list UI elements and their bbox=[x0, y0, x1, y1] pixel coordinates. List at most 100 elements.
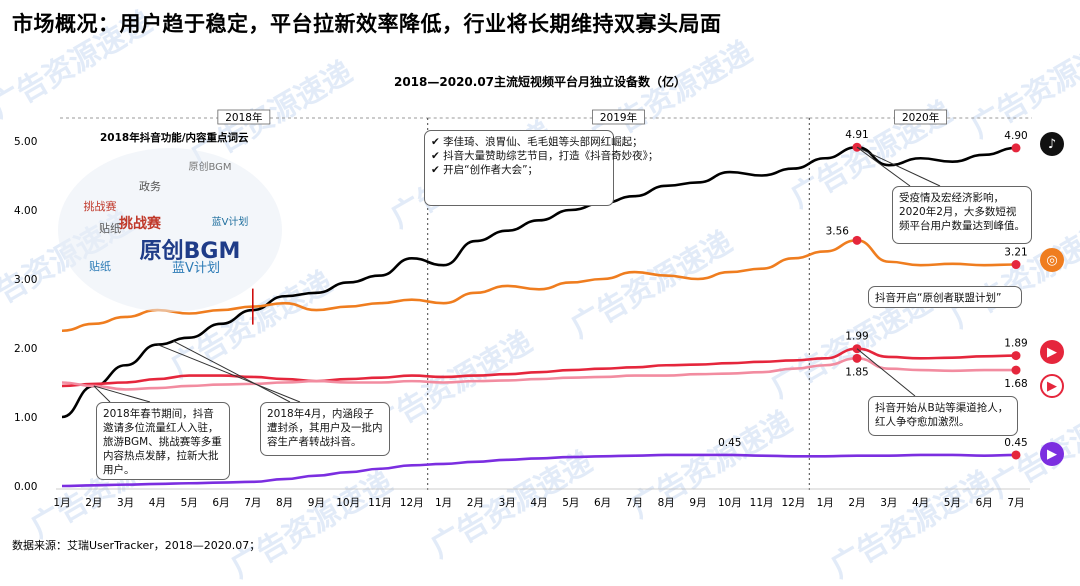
x-tick-label: 5月 bbox=[562, 497, 579, 509]
haokan-icon: ▶ bbox=[1040, 442, 1064, 466]
annotation-original-alliance: 抖音开启“原创者联盟计划” bbox=[868, 286, 1022, 308]
year-band-box bbox=[894, 109, 947, 125]
x-tick-label: 2月 bbox=[85, 497, 102, 509]
y-tick-label: 3.00 bbox=[14, 274, 37, 286]
x-tick-label: 6月 bbox=[212, 497, 229, 509]
x-tick-label: 10月 bbox=[336, 497, 360, 509]
x-tick-label: 1月 bbox=[817, 497, 834, 509]
x-tick-label: 12月 bbox=[400, 497, 424, 509]
data-label: 1.99 bbox=[845, 331, 868, 343]
year-band-box bbox=[592, 109, 645, 125]
word-cloud-word: 原创BGM bbox=[140, 239, 241, 264]
data-label: 4.91 bbox=[845, 129, 868, 141]
annotation-pointer bbox=[157, 344, 301, 403]
word-cloud-word: 贴纸 bbox=[99, 221, 121, 235]
x-tick-label: 7月 bbox=[244, 497, 261, 509]
annotation-neihan: 2018年4月，内涵段子遭封杀，其用户及一批内容生产者转战抖音。 bbox=[260, 402, 390, 456]
x-tick-label: 10月 bbox=[718, 497, 742, 509]
x-tick-label: 9月 bbox=[689, 497, 706, 509]
annotation-pointer bbox=[856, 146, 941, 187]
x-tick-label: 7月 bbox=[1007, 497, 1024, 509]
annotation-item: ✔ 抖音大量赞助综艺节目，打造《抖音奇妙夜》； bbox=[431, 150, 659, 162]
data-label: 3.21 bbox=[1004, 247, 1027, 259]
x-tick-label: 4月 bbox=[149, 497, 166, 509]
annotation-pointer bbox=[93, 385, 151, 403]
x-tick-label: 3月 bbox=[499, 497, 516, 509]
data-point-marker bbox=[852, 235, 862, 245]
y-tick-label: 4.00 bbox=[14, 205, 37, 217]
data-label: 1.68 bbox=[1004, 378, 1027, 390]
x-tick-label: 6月 bbox=[594, 497, 611, 509]
y-tick-label: 2.00 bbox=[14, 343, 37, 355]
series-line-4 bbox=[61, 453, 1017, 488]
page-title: 市场概况：用户趋于稳定，平台拉新效率降低，行业将长期维持双寡头局面 bbox=[12, 12, 722, 36]
x-tick-label: 4月 bbox=[912, 497, 929, 509]
data-point-marker bbox=[852, 353, 862, 363]
x-tick-label: 12月 bbox=[781, 497, 805, 509]
x-tick-label: 4月 bbox=[530, 497, 547, 509]
x-tick-label: 5月 bbox=[181, 497, 198, 509]
word-cloud-backdrop bbox=[58, 148, 282, 312]
word-cloud-word: 挑战赛 bbox=[84, 199, 117, 213]
data-point-marker bbox=[1011, 260, 1021, 270]
x-tick-label: 5月 bbox=[944, 497, 961, 509]
x-tick-label: 8月 bbox=[276, 497, 293, 509]
data-point-marker bbox=[1011, 351, 1021, 361]
word-cloud-word: 蓝V计划 bbox=[172, 261, 220, 276]
series-line-2 bbox=[61, 347, 1017, 388]
year-band-box bbox=[217, 109, 271, 125]
data-label: 1.85 bbox=[845, 366, 868, 378]
x-tick-label: 1月 bbox=[435, 497, 452, 509]
x-tick-label: 6月 bbox=[976, 497, 993, 509]
annotation-text: 抖音开始从B站等渠道抢人，红人争夺愈加激烈。 bbox=[875, 402, 1009, 428]
data-source: 数据来源：艾瑞UserTracker，2018—2020.07； bbox=[12, 539, 261, 552]
x-tick-label: 7月 bbox=[626, 497, 643, 509]
year-label: 2018年 bbox=[225, 111, 262, 124]
data-point-marker bbox=[1011, 365, 1021, 375]
annotation-text: 2018年春节期间，抖音邀请多位流量红人入驻，旅游BGM、挑战赛等多重内容热点发… bbox=[103, 408, 222, 476]
line-chart: 2018—2020.07主流短视频平台月独立设备数（亿） 0.00 1.00 2.00… bbox=[14, 74, 1032, 509]
x-tick-label: 3月 bbox=[117, 497, 134, 509]
kuaishou-icon: ◎ bbox=[1040, 248, 1064, 272]
annotation-bilibili: 抖音开始从B站等渠道抢人，红人争夺愈加激烈。 bbox=[868, 396, 1018, 436]
y-tick-label: 5.00 bbox=[14, 136, 37, 148]
data-point-marker bbox=[1011, 450, 1021, 460]
data-point-marker bbox=[1011, 143, 1021, 153]
year-label: 2019年 bbox=[600, 111, 637, 124]
x-tick-label: 2月 bbox=[467, 497, 484, 509]
annotation-item: ✔ 开启“创作者大会”； bbox=[431, 164, 539, 176]
word-cloud-word: 政务 bbox=[139, 179, 161, 193]
data-label: 0.45 bbox=[1004, 437, 1027, 449]
word-cloud-word: 挑战赛 bbox=[119, 215, 162, 232]
annotation-text: 2018年4月，内涵段子遭封杀，其用户及一批内容生产者转战抖音。 bbox=[267, 408, 383, 448]
annotation-covid: 受疫情及宏经济影响，2020年2月，大多数短视频平台用户数量达到峰值。 bbox=[892, 186, 1032, 244]
chart-title: 2018—2020.07主流短视频平台月独立设备数（亿） bbox=[394, 74, 686, 89]
annotation-pointer bbox=[856, 146, 911, 187]
huoshan-icon: ▶ bbox=[1040, 374, 1064, 398]
y-tick-label: 0.00 bbox=[14, 481, 37, 493]
annotation-pointer bbox=[856, 348, 916, 397]
annotation-2019-events: ✔ 李佳琦、浪胃仙、毛毛姐等头部网红崛起； ✔ 抖音大量赞助综艺节目，打造《抖音… bbox=[424, 130, 659, 206]
x-tick-label: 8月 bbox=[658, 497, 675, 509]
x-tick-label: 2月 bbox=[848, 497, 865, 509]
annotation-item: ✔ 李佳琦、浪胃仙、毛毛姐等头部网红崛起； bbox=[431, 136, 643, 148]
annotation-text: 抖音开启“原创者联盟计划” bbox=[875, 292, 1002, 304]
year-label: 2020年 bbox=[902, 111, 939, 124]
weishi-icon: ▶ bbox=[1040, 340, 1064, 364]
word-cloud-title: 2018年抖音功能/内容重点词云 bbox=[100, 132, 249, 144]
word-cloud-word: 原创BGM bbox=[188, 160, 231, 173]
x-tick-label: 9月 bbox=[308, 497, 325, 509]
douyin-icon: ♪ bbox=[1040, 132, 1064, 156]
data-label: 4.90 bbox=[1004, 130, 1027, 142]
annotation-pointer bbox=[93, 385, 111, 403]
annotation-spring-festival: 2018年春节期间，抖音邀请多位流量红人入驻，旅游BGM、挑战赛等多重内容热点发… bbox=[96, 402, 230, 480]
word-cloud-word: 蓝V计划 bbox=[212, 215, 249, 228]
data-label: 3.56 bbox=[826, 225, 850, 237]
x-tick-label: 11月 bbox=[368, 497, 392, 509]
x-tick-label: 11月 bbox=[750, 497, 774, 509]
series-line-3 bbox=[61, 357, 1016, 391]
word-cloud-word: 贴纸 bbox=[89, 259, 111, 273]
data-label: 0.45 bbox=[718, 437, 741, 449]
y-tick-label: 1.00 bbox=[14, 412, 37, 424]
annotation-pointer bbox=[173, 340, 291, 403]
